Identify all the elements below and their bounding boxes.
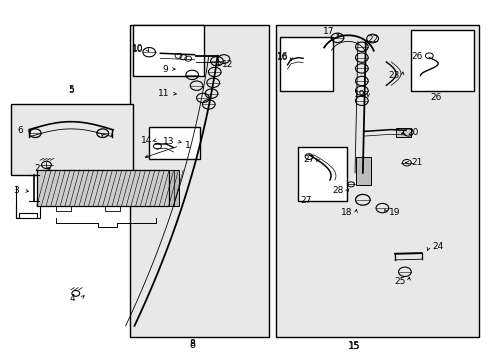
- Text: 18: 18: [341, 208, 352, 217]
- Text: 17: 17: [322, 27, 334, 36]
- Text: 5: 5: [68, 86, 74, 95]
- Text: 28: 28: [332, 186, 344, 195]
- Text: 16: 16: [276, 53, 288, 62]
- Text: 10: 10: [132, 45, 143, 54]
- Text: 8: 8: [189, 339, 195, 348]
- Text: 26: 26: [410, 52, 422, 61]
- Text: 22: 22: [366, 35, 378, 44]
- Text: 15: 15: [347, 341, 360, 351]
- Text: 21: 21: [410, 158, 422, 167]
- Text: 5: 5: [68, 85, 74, 94]
- Text: 10: 10: [132, 44, 143, 53]
- Text: 1: 1: [185, 141, 191, 150]
- Bar: [133, 25, 203, 76]
- Text: 19: 19: [353, 90, 365, 99]
- Text: 26: 26: [429, 94, 441, 102]
- Bar: [298, 147, 346, 201]
- Text: 27: 27: [303, 154, 314, 163]
- Text: 2: 2: [34, 164, 40, 173]
- Bar: [149, 127, 200, 159]
- Text: 16: 16: [276, 52, 288, 61]
- Text: 19: 19: [388, 208, 400, 217]
- Bar: [279, 37, 333, 91]
- Text: 14: 14: [141, 136, 152, 145]
- Text: 7: 7: [108, 129, 114, 138]
- Text: 25: 25: [393, 277, 405, 286]
- Text: 15: 15: [348, 342, 360, 351]
- Text: 3: 3: [13, 186, 19, 195]
- Text: 4: 4: [69, 294, 75, 302]
- Text: 12: 12: [221, 60, 233, 69]
- Text: 11: 11: [158, 89, 169, 98]
- Text: 9: 9: [162, 65, 168, 74]
- Bar: [276, 25, 478, 337]
- Text: 13: 13: [163, 137, 174, 146]
- Bar: [395, 128, 410, 137]
- Text: 6: 6: [18, 126, 23, 135]
- Bar: [37, 170, 168, 206]
- Text: 23: 23: [387, 71, 399, 80]
- Text: 24: 24: [431, 242, 443, 251]
- Text: 20: 20: [407, 128, 418, 137]
- Text: 27: 27: [299, 197, 311, 205]
- Text: 8: 8: [189, 339, 195, 350]
- Bar: [129, 25, 268, 337]
- Bar: [168, 170, 179, 206]
- Bar: [11, 104, 133, 175]
- Bar: [410, 30, 473, 91]
- Bar: [355, 157, 370, 185]
